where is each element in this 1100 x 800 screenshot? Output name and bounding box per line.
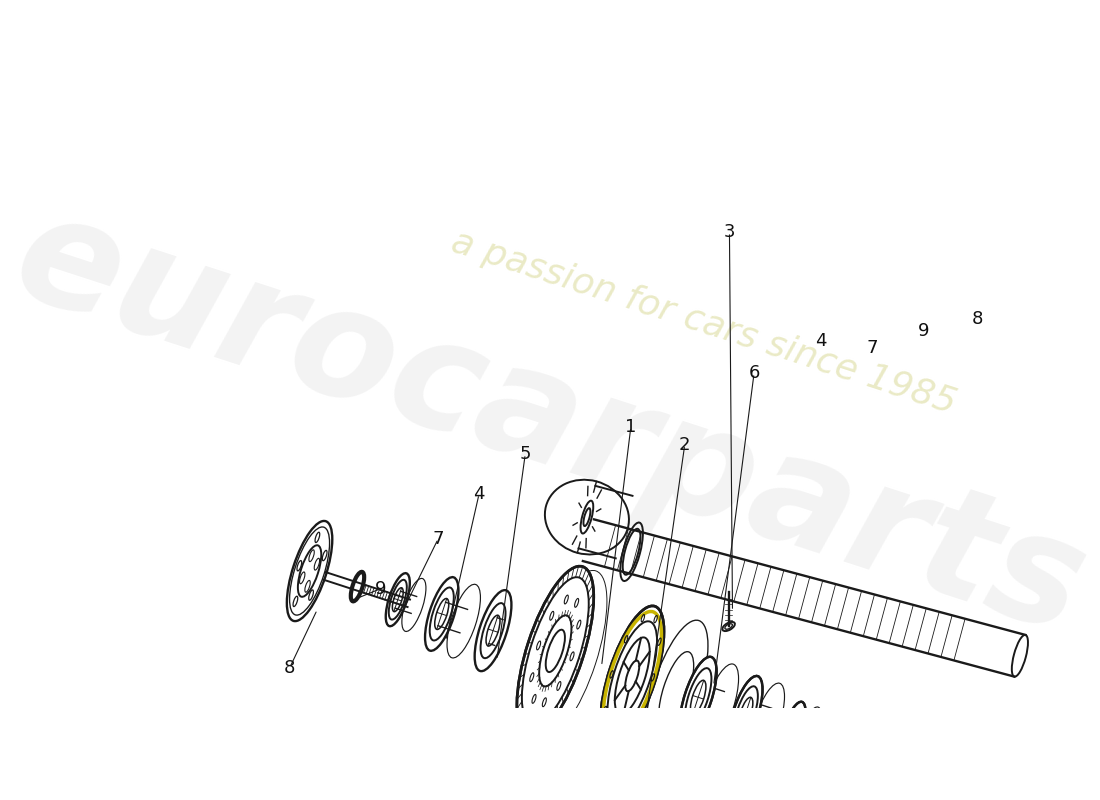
Text: a passion for cars since 1985: a passion for cars since 1985 [448,225,960,421]
Text: 7: 7 [866,339,878,358]
Text: 6: 6 [748,364,760,382]
Text: 8: 8 [971,310,983,328]
Ellipse shape [517,566,594,735]
Text: 5: 5 [519,445,531,463]
Text: eurocarparts: eurocarparts [0,180,1100,666]
Text: 1: 1 [625,418,637,436]
Ellipse shape [645,620,708,760]
Text: 9: 9 [375,580,386,598]
Text: 7: 7 [432,530,444,548]
Ellipse shape [680,657,716,738]
Text: 4: 4 [815,332,827,350]
Text: 2: 2 [679,436,691,454]
Text: 8: 8 [284,659,295,677]
Text: 4: 4 [473,485,485,503]
Ellipse shape [729,676,762,750]
Ellipse shape [601,606,664,746]
Ellipse shape [530,570,607,740]
Text: eurocarparts: eurocarparts [0,180,1100,666]
Text: 9: 9 [917,322,930,340]
Ellipse shape [781,702,805,754]
Text: 3: 3 [724,223,735,241]
